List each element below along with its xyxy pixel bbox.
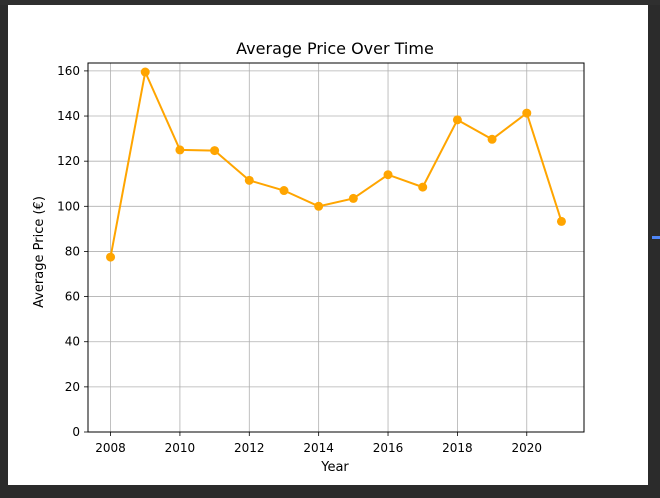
- data-point: [452, 115, 462, 125]
- chart-figure: Average Price Over Time 2008 2010 2012 2014…: [8, 5, 648, 485]
- data-point: [522, 108, 532, 118]
- data-points: [106, 67, 566, 262]
- y-tick-label: 160: [57, 64, 80, 78]
- focus-indicator: [652, 236, 660, 239]
- y-axis-label: Average Price (€): [32, 196, 47, 308]
- y-tick-label: 20: [65, 380, 80, 394]
- data-point: [418, 182, 428, 192]
- data-point: [487, 134, 497, 144]
- chart-title: Average Price Over Time: [236, 39, 434, 58]
- x-tick-label: 2020: [511, 441, 542, 455]
- data-point: [383, 170, 393, 180]
- data-point: [140, 67, 150, 77]
- y-tick-label: 100: [57, 199, 80, 213]
- grid: [88, 63, 584, 433]
- data-point: [210, 146, 220, 156]
- y-tick-label: 40: [65, 335, 80, 349]
- y-tick-label: 0: [72, 425, 80, 439]
- data-point: [244, 175, 254, 185]
- y-tick-label: 60: [65, 290, 80, 304]
- series-line: [109, 68, 563, 258]
- y-tick-label: 80: [65, 244, 80, 258]
- y-tick-label: 140: [57, 109, 80, 123]
- window-top-edge: [0, 0, 660, 5]
- data-point: [279, 186, 289, 196]
- x-tick-label: 2016: [373, 441, 404, 455]
- x-axis-label: Year: [320, 460, 349, 475]
- x-tick-label: 2014: [303, 441, 334, 455]
- axis-ticks: 2008 2010 2012 2014 2016 2018 2020 0 20 40 60 80 100…: [57, 64, 542, 455]
- data-point: [556, 216, 566, 226]
- x-tick-label: 2012: [234, 441, 265, 455]
- data-point: [106, 252, 116, 262]
- data-point: [348, 193, 358, 203]
- x-tick-label: 2018: [442, 441, 473, 455]
- x-tick-label: 2008: [95, 441, 126, 455]
- y-tick-label: 120: [57, 154, 80, 168]
- data-point: [314, 201, 324, 211]
- data-point: [175, 145, 185, 155]
- x-tick-label: 2010: [165, 441, 196, 455]
- line-chart: Average Price Over Time 2008 2010 2012 2014…: [32, 39, 585, 475]
- plot-area-frame: [87, 62, 585, 433]
